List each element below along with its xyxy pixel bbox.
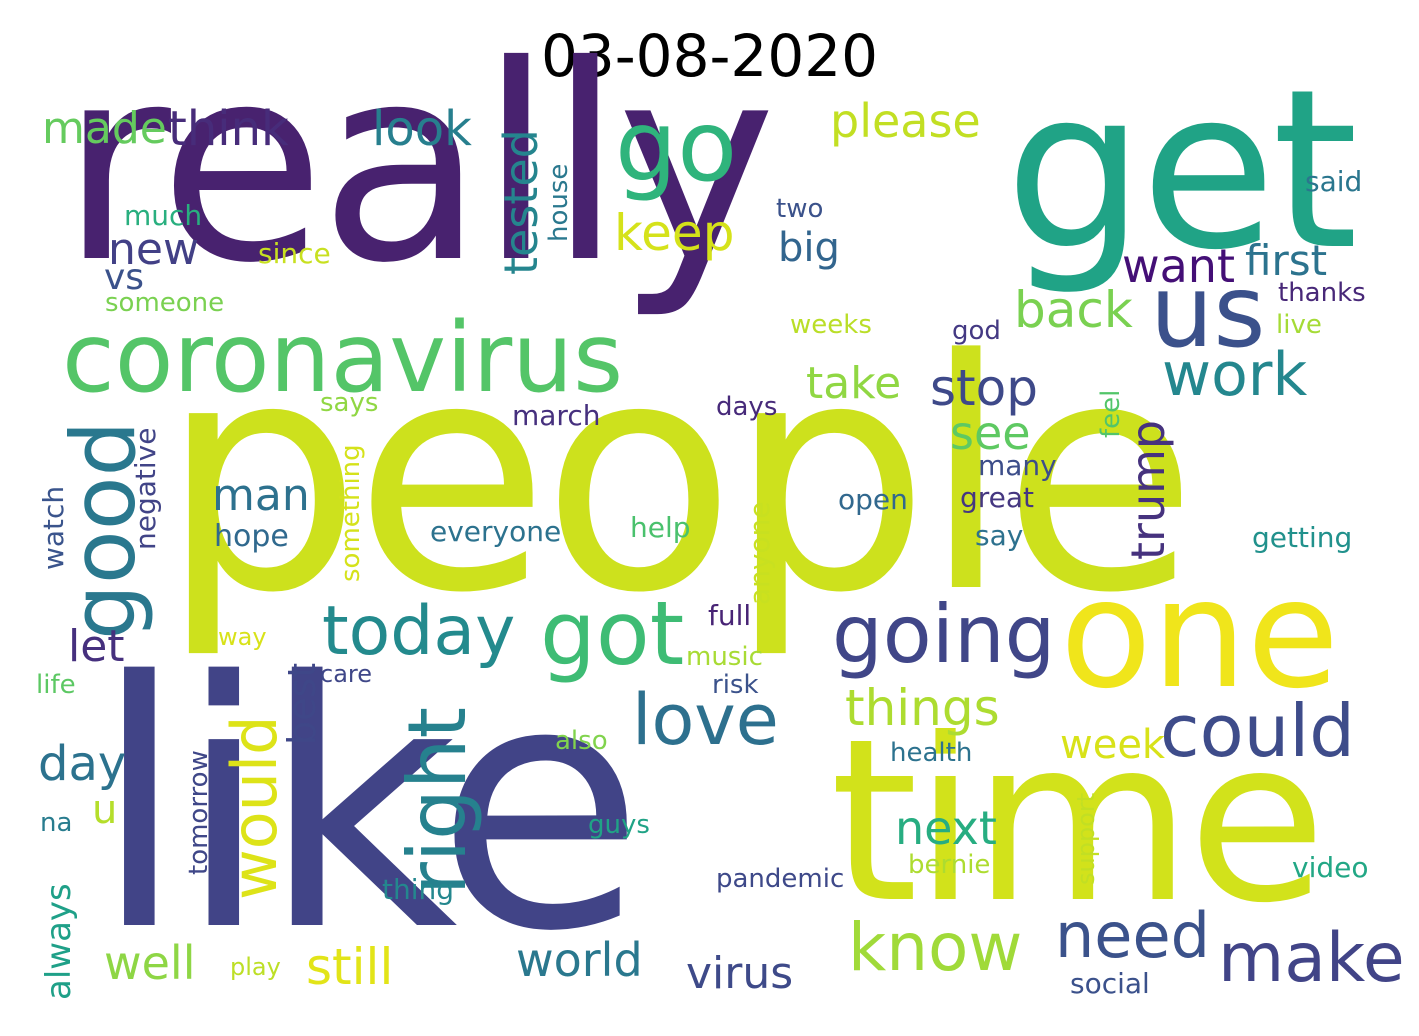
word-get: get xyxy=(1005,42,1358,298)
word-got: got xyxy=(540,582,685,685)
word-could: could xyxy=(1160,689,1355,773)
word-day: day xyxy=(38,736,127,792)
word-people: people xyxy=(160,292,1198,662)
word-pandemic: pandemic xyxy=(716,864,845,894)
word-live: live xyxy=(1276,310,1322,340)
word-care: care xyxy=(320,660,373,688)
word-getting: getting xyxy=(1252,521,1353,554)
word-someone: someone xyxy=(105,288,225,318)
word-love: love xyxy=(632,679,779,761)
page-title: 03-08-2020 xyxy=(540,22,879,90)
word-please: please xyxy=(830,94,981,148)
word-music: music xyxy=(686,642,763,672)
word-vs: vs xyxy=(104,257,145,298)
word-much: much xyxy=(124,199,203,232)
word-great: great xyxy=(960,481,1035,514)
word-virus: virus xyxy=(686,948,794,999)
word-god: god xyxy=(952,316,1001,346)
word-feel: feel xyxy=(1096,389,1126,438)
word-also: also xyxy=(555,726,608,756)
word-say: say xyxy=(975,519,1024,552)
word-way: way xyxy=(218,623,267,651)
word-man: man xyxy=(212,470,310,521)
word-watch: watch xyxy=(37,485,70,570)
word-days: days xyxy=(716,392,778,422)
word-coronavirus: coronavirus xyxy=(62,302,624,414)
word-really: really xyxy=(60,7,776,322)
word-week: week xyxy=(1060,722,1166,768)
word-hope: hope xyxy=(214,519,289,554)
word-guys: guys xyxy=(588,810,650,840)
word-march: march xyxy=(512,399,601,432)
word-well: well xyxy=(104,936,196,990)
word-things: things xyxy=(845,679,1000,737)
word-tomorrow: tomorrow xyxy=(184,750,214,875)
word-go: go xyxy=(615,90,738,204)
word-life: life xyxy=(36,670,76,700)
word-anyone: anyone xyxy=(743,501,776,605)
word-says: says xyxy=(320,388,379,418)
word-today: today xyxy=(322,592,516,671)
word-weeks: weeks xyxy=(790,310,872,340)
word-always: always xyxy=(39,883,79,1000)
word-want: want xyxy=(1122,239,1236,293)
word-next: next xyxy=(895,801,997,855)
word-keep: keep xyxy=(614,204,735,262)
word-bernie: bernie xyxy=(908,850,991,880)
word-video: video xyxy=(1292,851,1369,884)
word-right: right xyxy=(391,707,484,895)
word-big: big xyxy=(778,225,840,271)
word-since: since xyxy=(258,237,331,270)
word-thing: thing xyxy=(382,873,455,906)
word-something: something xyxy=(336,444,366,582)
word-two: two xyxy=(776,194,824,224)
word-new: new xyxy=(108,224,199,275)
word-play: play xyxy=(230,953,281,981)
word-thanks: thanks xyxy=(1278,278,1366,308)
word-know: know xyxy=(848,909,1023,986)
word-house: house xyxy=(544,163,574,242)
word-work: work xyxy=(1162,340,1308,410)
word-would: would xyxy=(218,715,291,900)
word-need: need xyxy=(1055,899,1210,972)
word-trump: trump xyxy=(1121,419,1175,560)
word-many: many xyxy=(978,449,1057,482)
word-open: open xyxy=(838,483,908,516)
word-like: like xyxy=(92,610,645,1006)
word-support: support xyxy=(1072,792,1100,885)
word-made: made xyxy=(42,103,167,154)
word-negative: negative xyxy=(129,427,162,550)
word-world: world xyxy=(516,933,643,987)
word-back: back xyxy=(1014,281,1133,339)
word-help: help xyxy=(630,511,691,544)
word-time: time xyxy=(830,691,1326,953)
word-stop: stop xyxy=(930,359,1038,417)
word-still: still xyxy=(306,938,394,996)
word-said: said xyxy=(1305,165,1363,198)
word-one: one xyxy=(1060,548,1340,722)
word-tested: tested xyxy=(494,129,548,275)
word-see: see xyxy=(950,406,1031,460)
word-let: let xyxy=(68,621,125,672)
word-na: na xyxy=(40,808,73,838)
word-full: full xyxy=(708,599,752,632)
word-think: think xyxy=(168,101,289,157)
word-health: health xyxy=(890,738,973,768)
word-social: social xyxy=(1070,967,1150,1000)
word-make: make xyxy=(1218,919,1405,998)
word-best: best xyxy=(280,662,324,745)
word-risk: risk xyxy=(712,670,759,700)
word-us: us xyxy=(1150,253,1266,370)
word-going: going xyxy=(832,588,1056,681)
word-everyone: everyone xyxy=(430,515,562,548)
word-first: first xyxy=(1245,236,1328,285)
word-look: look xyxy=(372,101,472,157)
word-u: u xyxy=(92,787,118,833)
word-take: take xyxy=(806,358,902,409)
